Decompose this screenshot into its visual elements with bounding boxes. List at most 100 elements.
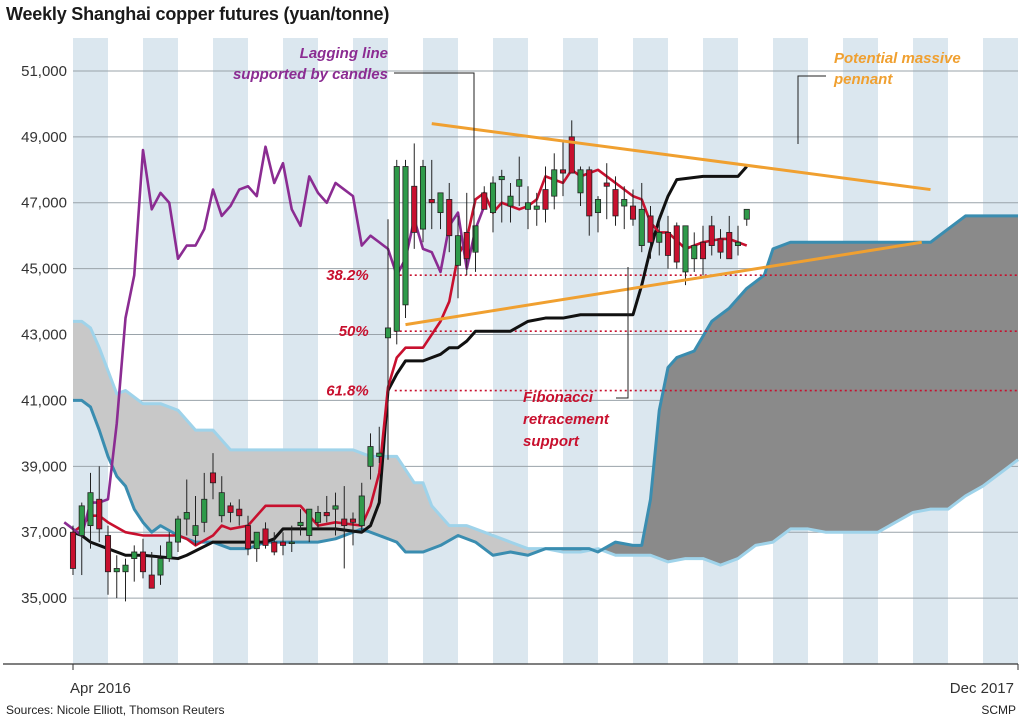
candle-body	[139, 551, 147, 573]
candle	[367, 433, 374, 480]
source-note: Sources: Nicole Elliott, Thomson Reuters	[6, 703, 225, 717]
candle-body	[463, 231, 470, 260]
candle-body	[227, 505, 234, 513]
x-tick-label: Apr 2016	[70, 680, 131, 697]
candle	[236, 499, 243, 526]
candle	[428, 159, 435, 230]
candle	[69, 525, 77, 576]
candle-body	[454, 235, 462, 266]
candle	[96, 466, 103, 543]
candle-body	[253, 531, 260, 550]
candle-body	[157, 558, 164, 576]
candle	[621, 186, 628, 230]
candle-body	[472, 225, 479, 253]
candle-body	[411, 185, 418, 233]
leading-span-b	[73, 214, 1018, 557]
candle	[498, 169, 505, 223]
candle-body	[288, 541, 295, 544]
candle	[157, 545, 164, 585]
candle	[629, 189, 637, 226]
candle	[708, 215, 715, 256]
candle-body	[279, 541, 287, 546]
candle-body	[629, 205, 637, 220]
fib-61-8-label: 61.8%	[326, 383, 369, 400]
candle-body	[297, 521, 304, 527]
candle	[323, 495, 330, 523]
candle-body	[131, 551, 138, 559]
candle-body	[367, 446, 374, 467]
candle	[638, 182, 645, 253]
candle	[673, 222, 680, 269]
x-axis: Apr 2016 Dec 2017	[70, 664, 1019, 697]
stripe	[283, 38, 318, 664]
candle-body	[594, 199, 602, 214]
pennant-annotation-line-2: pennant	[833, 71, 893, 88]
candle	[472, 225, 479, 272]
candle	[726, 215, 733, 260]
candle	[201, 472, 208, 533]
stripe	[353, 38, 388, 664]
pennant-annotation-line-1: Potential massive	[834, 50, 961, 67]
candle	[481, 186, 488, 210]
candle-body	[621, 199, 628, 207]
candle-body	[498, 175, 505, 181]
candle-body	[87, 492, 94, 527]
candle-body	[393, 166, 400, 332]
candle-body	[586, 169, 593, 217]
candle-body	[708, 225, 715, 246]
candle	[384, 219, 392, 460]
candle	[551, 153, 558, 210]
candle	[297, 509, 304, 536]
candle	[148, 551, 155, 589]
pennant-leader-line	[797, 75, 826, 144]
candle	[656, 215, 663, 256]
candle	[122, 558, 129, 602]
candle-body	[734, 241, 742, 246]
candle-body	[726, 231, 733, 260]
candle	[227, 502, 234, 523]
candle-body	[402, 166, 409, 306]
candle	[577, 166, 584, 207]
credit-label: SCMP	[981, 703, 1016, 717]
candle	[288, 525, 295, 552]
leading-span-a	[73, 319, 1019, 567]
candle	[376, 426, 383, 464]
candle-body	[341, 518, 348, 527]
candle-body	[446, 199, 453, 237]
y-tick-label: 39,000	[21, 458, 67, 475]
candle-body	[524, 202, 532, 210]
y-tick-label: 47,000	[21, 195, 67, 212]
candle-body	[612, 189, 619, 217]
candle	[279, 532, 287, 556]
lagging-annotation-line-2: supported by candles	[233, 66, 388, 83]
candle-body	[236, 508, 243, 517]
candle	[104, 525, 112, 595]
pennant-lower-line	[405, 240, 922, 327]
leading-spans	[73, 214, 1019, 567]
candle-body	[323, 512, 330, 517]
fib-annotation-line-1: Fibonacci	[523, 389, 594, 406]
chart-title: Weekly Shanghai copper futures (yuan/ton…	[6, 4, 390, 24]
candle	[139, 538, 147, 579]
candle-body	[183, 512, 190, 520]
candlesticks	[69, 120, 750, 602]
candle-body	[166, 541, 173, 559]
candle-body	[647, 215, 654, 243]
candle	[664, 215, 672, 269]
candle	[437, 192, 444, 230]
candle	[113, 555, 120, 599]
y-tick-label: 45,000	[21, 261, 67, 278]
candle	[87, 472, 94, 549]
candle-body	[419, 166, 427, 230]
fib-annotation-line-2: retracement	[523, 411, 610, 428]
candle	[734, 225, 742, 256]
candle	[131, 545, 138, 582]
candle	[699, 225, 707, 276]
candle-body	[262, 528, 269, 546]
lagging-leader-line	[394, 72, 475, 251]
candle	[332, 492, 339, 536]
stripe	[563, 38, 598, 664]
candle	[419, 159, 427, 243]
stripe	[213, 38, 248, 664]
